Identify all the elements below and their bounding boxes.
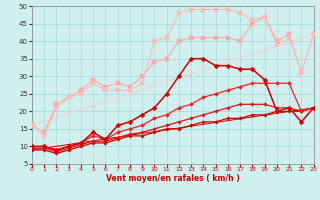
X-axis label: Vent moyen/en rafales ( km/h ): Vent moyen/en rafales ( km/h ) bbox=[106, 174, 240, 183]
